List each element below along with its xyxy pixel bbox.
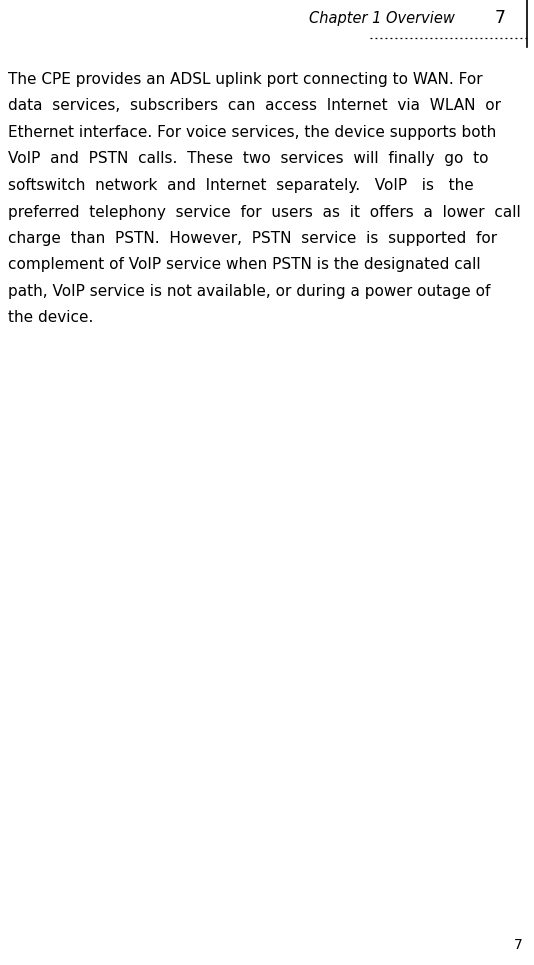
Text: 7: 7 (514, 938, 522, 952)
Text: VoIP  and  PSTN  calls.  These  two  services  will  finally  go  to: VoIP and PSTN calls. These two services … (8, 152, 489, 167)
Text: Ethernet interface. For voice services, the device supports both: Ethernet interface. For voice services, … (8, 125, 496, 140)
Text: 7: 7 (494, 9, 506, 27)
Text: preferred  telephony  service  for  users  as  it  offers  a  lower  call: preferred telephony service for users as… (8, 205, 521, 219)
Text: data  services,  subscribers  can  access  Internet  via  WLAN  or: data services, subscribers can access In… (8, 98, 501, 114)
Text: complement of VoIP service when PSTN is the designated call: complement of VoIP service when PSTN is … (8, 258, 481, 272)
Text: Chapter 1 Overview: Chapter 1 Overview (309, 11, 455, 25)
Text: The CPE provides an ADSL uplink port connecting to WAN. For: The CPE provides an ADSL uplink port con… (8, 72, 483, 87)
Text: softswitch  network  and  Internet  separately.   VoIP   is   the: softswitch network and Internet separate… (8, 178, 474, 193)
Text: the device.: the device. (8, 311, 93, 325)
Text: charge  than  PSTN.  However,  PSTN  service  is  supported  for: charge than PSTN. However, PSTN service … (8, 231, 497, 246)
Text: path, VoIP service is not available, or during a power outage of: path, VoIP service is not available, or … (8, 284, 490, 299)
